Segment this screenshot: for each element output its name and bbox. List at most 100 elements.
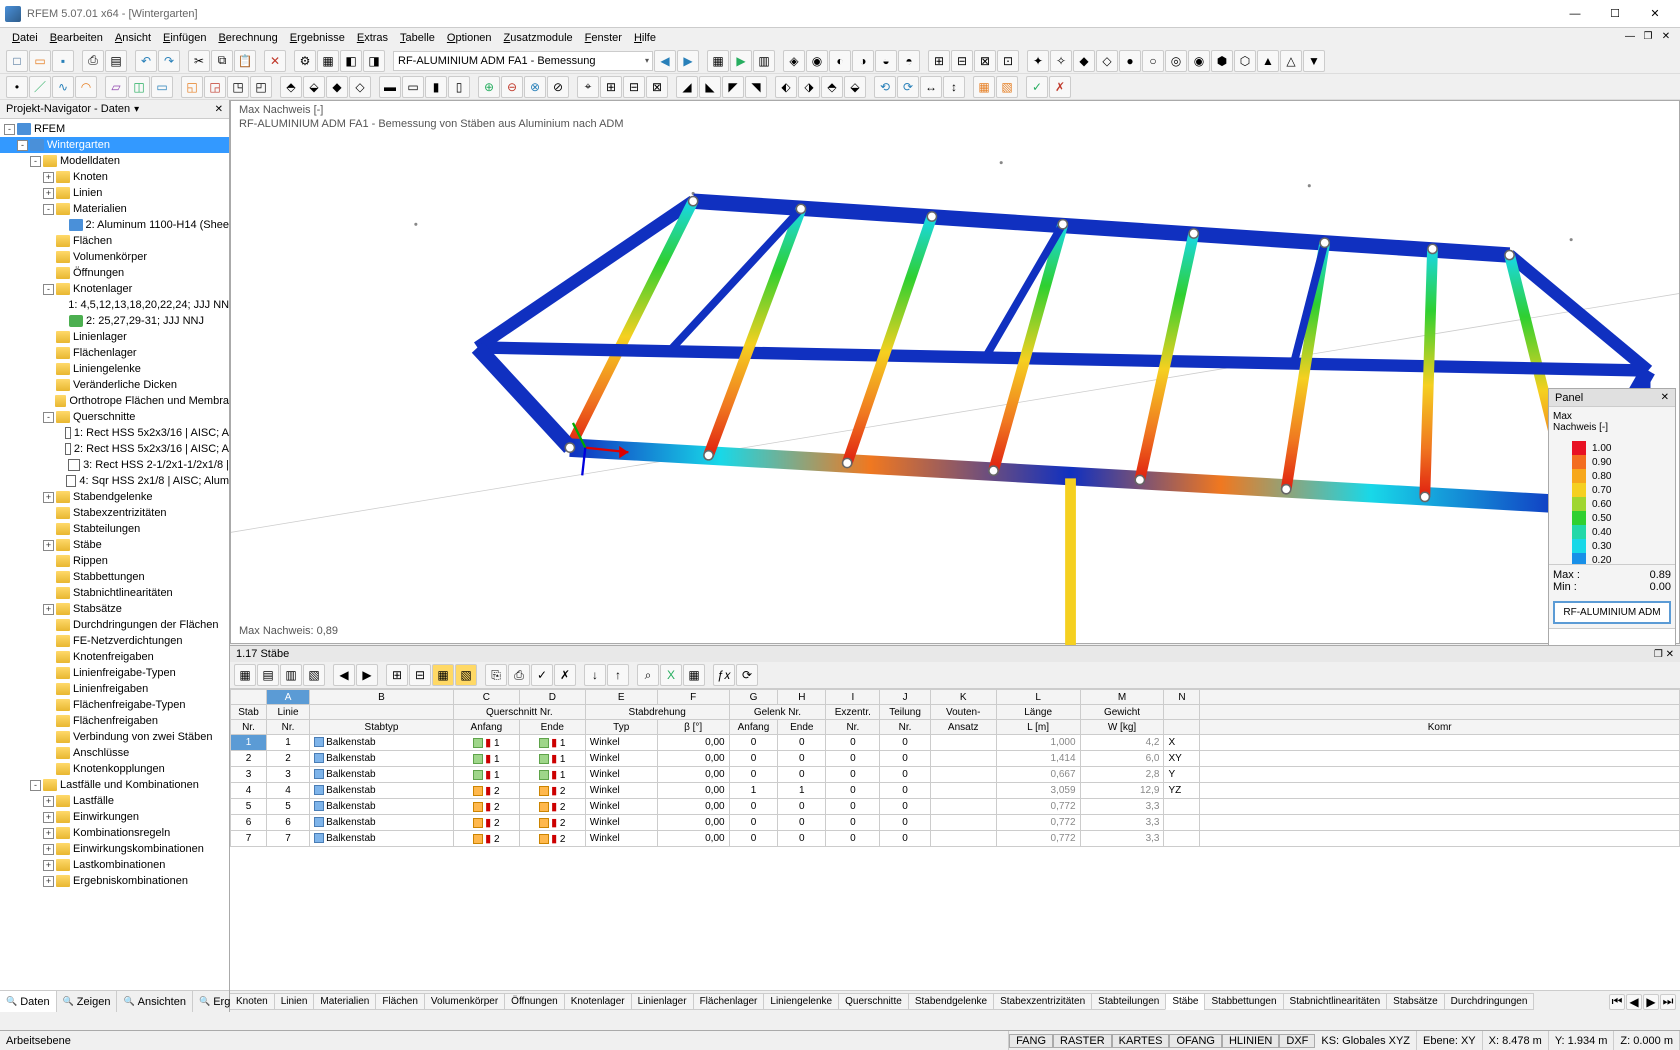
- table-tab-flächenlager[interactable]: Flächenlager: [693, 993, 765, 1010]
- tool2-icon[interactable]: ◰: [250, 76, 272, 98]
- table-tab-knoten[interactable]: Knoten: [230, 993, 275, 1010]
- redo-icon[interactable]: ↷: [158, 50, 180, 72]
- table-tab-stabnichtlinearitäten[interactable]: Stabnichtlinearitäten: [1283, 993, 1388, 1010]
- minimize-button[interactable]: —: [1555, 2, 1595, 26]
- table-tool-icon[interactable]: ▦: [683, 664, 705, 686]
- tool2-icon[interactable]: ✓: [1026, 76, 1048, 98]
- misc-icon[interactable]: ◎: [1165, 50, 1187, 72]
- tree-node[interactable]: +FE-Netzverdichtungen: [0, 633, 229, 649]
- tree-node[interactable]: +Stabexzentrizitäten: [0, 505, 229, 521]
- tab-nav-icon[interactable]: ◀: [1626, 994, 1642, 1010]
- tree-node[interactable]: -Lastfälle und Kombinationen: [0, 777, 229, 793]
- table-tool-icon[interactable]: ↑: [607, 664, 629, 686]
- table-tab-flächen[interactable]: Flächen: [375, 993, 425, 1010]
- table-tab-stabbettungen[interactable]: Stabbettungen: [1204, 993, 1283, 1010]
- snap-icon[interactable]: ⊡: [997, 50, 1019, 72]
- tree-node[interactable]: +Stabteilungen: [0, 521, 229, 537]
- module-combo[interactable]: RF-ALUMINIUM ADM FA1 - Bemessung: [393, 51, 653, 71]
- tree-node[interactable]: +Ergebniskombinationen: [0, 873, 229, 889]
- table-tool-icon[interactable]: ▦: [432, 664, 454, 686]
- nav-tab-daten[interactable]: 🔍Daten: [0, 991, 57, 1012]
- navigator-tree[interactable]: -RFEM-Wintergarten-Modelldaten+Knoten+Li…: [0, 119, 229, 990]
- menu-ergebnisse[interactable]: Ergebnisse: [284, 30, 351, 46]
- tree-node[interactable]: -Modelldaten: [0, 153, 229, 169]
- tree-node[interactable]: +1: 4,5,12,13,18,20,22,24; JJJ NN: [0, 297, 229, 313]
- nav-tab-zeigen[interactable]: 🔍Zeigen: [57, 991, 118, 1012]
- tool2-icon[interactable]: ▯: [448, 76, 470, 98]
- tool-icon[interactable]: ⚙: [294, 50, 316, 72]
- tool2-icon[interactable]: ↔: [920, 76, 942, 98]
- tool2-icon[interactable]: ▱: [105, 76, 127, 98]
- tool2-icon[interactable]: ⬙: [303, 76, 325, 98]
- tool2-icon[interactable]: ◢: [676, 76, 698, 98]
- tree-node[interactable]: -Wintergarten: [0, 137, 229, 153]
- tree-node[interactable]: -Querschnitte: [0, 409, 229, 425]
- tool2-icon[interactable]: •: [6, 76, 28, 98]
- tree-node[interactable]: +Flächenfreigaben: [0, 713, 229, 729]
- snap-icon[interactable]: ⊞: [928, 50, 950, 72]
- misc-icon[interactable]: ⬡: [1234, 50, 1256, 72]
- tree-node[interactable]: +3: Rect HSS 2-1/2x1-1/2x1/8 |: [0, 457, 229, 473]
- calc-icon[interactable]: ▦: [707, 50, 729, 72]
- tree-node[interactable]: +4: Sqr HSS 2x1/8 | AISC; Alum: [0, 473, 229, 489]
- maximize-button[interactable]: ☐: [1595, 2, 1635, 26]
- tool2-icon[interactable]: ◤: [722, 76, 744, 98]
- tree-node[interactable]: +2: Aluminum 1100-H14 (Shee: [0, 217, 229, 233]
- tool2-icon[interactable]: ⬙: [844, 76, 866, 98]
- table-tab-durchdringungen[interactable]: Durchdringungen: [1444, 993, 1535, 1010]
- tree-node[interactable]: +Anschlüsse: [0, 745, 229, 761]
- tool2-icon[interactable]: ▬: [379, 76, 401, 98]
- nav-tab-ansichten[interactable]: 🔍Ansichten: [117, 991, 193, 1012]
- menu-extras[interactable]: Extras: [351, 30, 394, 46]
- cut-icon[interactable]: ✂: [188, 50, 210, 72]
- misc-icon[interactable]: ✧: [1050, 50, 1072, 72]
- menu-datei[interactable]: Datei: [6, 30, 44, 46]
- panel-module-button[interactable]: RF-ALUMINIUM ADM: [1553, 601, 1671, 624]
- status-toggle-dxf[interactable]: DXF: [1279, 1034, 1315, 1048]
- tool2-icon[interactable]: ◥: [745, 76, 767, 98]
- table-tool-icon[interactable]: ⊟: [409, 664, 431, 686]
- menu-ansicht[interactable]: Ansicht: [109, 30, 157, 46]
- table-tool-icon[interactable]: ✗: [554, 664, 576, 686]
- table-tool-icon[interactable]: ƒ𝑥: [713, 664, 735, 686]
- table-tab-stabendgelenke[interactable]: Stabendgelenke: [908, 993, 994, 1010]
- tab-nav-icon[interactable]: ▶: [1643, 994, 1659, 1010]
- menu-tabelle[interactable]: Tabelle: [394, 30, 441, 46]
- misc-icon[interactable]: ○: [1142, 50, 1164, 72]
- table-tab-querschnitte[interactable]: Querschnitte: [838, 993, 909, 1010]
- table-tab-stabsätze[interactable]: Stabsätze: [1386, 993, 1444, 1010]
- pin-icon[interactable]: ▾: [134, 104, 139, 115]
- status-toggle-fang[interactable]: FANG: [1009, 1034, 1053, 1048]
- model-viewport[interactable]: Max Nachweis [-] RF-ALUMINIUM ADM FA1 - …: [230, 100, 1680, 644]
- view-icon[interactable]: ◒: [875, 50, 897, 72]
- view-icon[interactable]: ◉: [806, 50, 828, 72]
- view-icon[interactable]: ◑: [852, 50, 874, 72]
- new-file-icon[interactable]: □: [6, 50, 28, 72]
- snap-icon[interactable]: ⊠: [974, 50, 996, 72]
- tree-node[interactable]: +Durchdringungen der Flächen: [0, 617, 229, 633]
- status-toggle-raster[interactable]: RASTER: [1053, 1034, 1112, 1048]
- table-tool-icon[interactable]: ⎙: [508, 664, 530, 686]
- table-tool-icon[interactable]: ▤: [257, 664, 279, 686]
- table-max-icon[interactable]: ❐ ✕: [1654, 649, 1674, 660]
- tree-node[interactable]: +Flächenfreigabe-Typen: [0, 697, 229, 713]
- copy-icon[interactable]: ⧉: [211, 50, 233, 72]
- misc-icon[interactable]: ●: [1119, 50, 1141, 72]
- tree-node[interactable]: +2: Rect HSS 5x2x3/16 | AISC; A: [0, 441, 229, 457]
- tree-node[interactable]: +Verbindung von zwei Stäben: [0, 729, 229, 745]
- doc-close-button[interactable]: ✕: [1658, 31, 1674, 45]
- paste-icon[interactable]: 📋: [234, 50, 256, 72]
- misc-icon[interactable]: ◆: [1073, 50, 1095, 72]
- table-tab-materialien[interactable]: Materialien: [313, 993, 376, 1010]
- tool2-icon[interactable]: ◠: [75, 76, 97, 98]
- tree-node[interactable]: +Linien: [0, 185, 229, 201]
- status-toggle-ofang[interactable]: OFANG: [1169, 1034, 1222, 1048]
- tool2-icon[interactable]: ⊘: [547, 76, 569, 98]
- table-tool-icon[interactable]: ⎘: [485, 664, 507, 686]
- tree-node[interactable]: +Linienlager: [0, 329, 229, 345]
- tree-node[interactable]: +Linienfreigabe-Typen: [0, 665, 229, 681]
- menu-einfügen[interactable]: Einfügen: [157, 30, 212, 46]
- view-icon[interactable]: ◐: [829, 50, 851, 72]
- tree-node[interactable]: +Lastfälle: [0, 793, 229, 809]
- table-tab-öffnungen[interactable]: Öffnungen: [504, 993, 565, 1010]
